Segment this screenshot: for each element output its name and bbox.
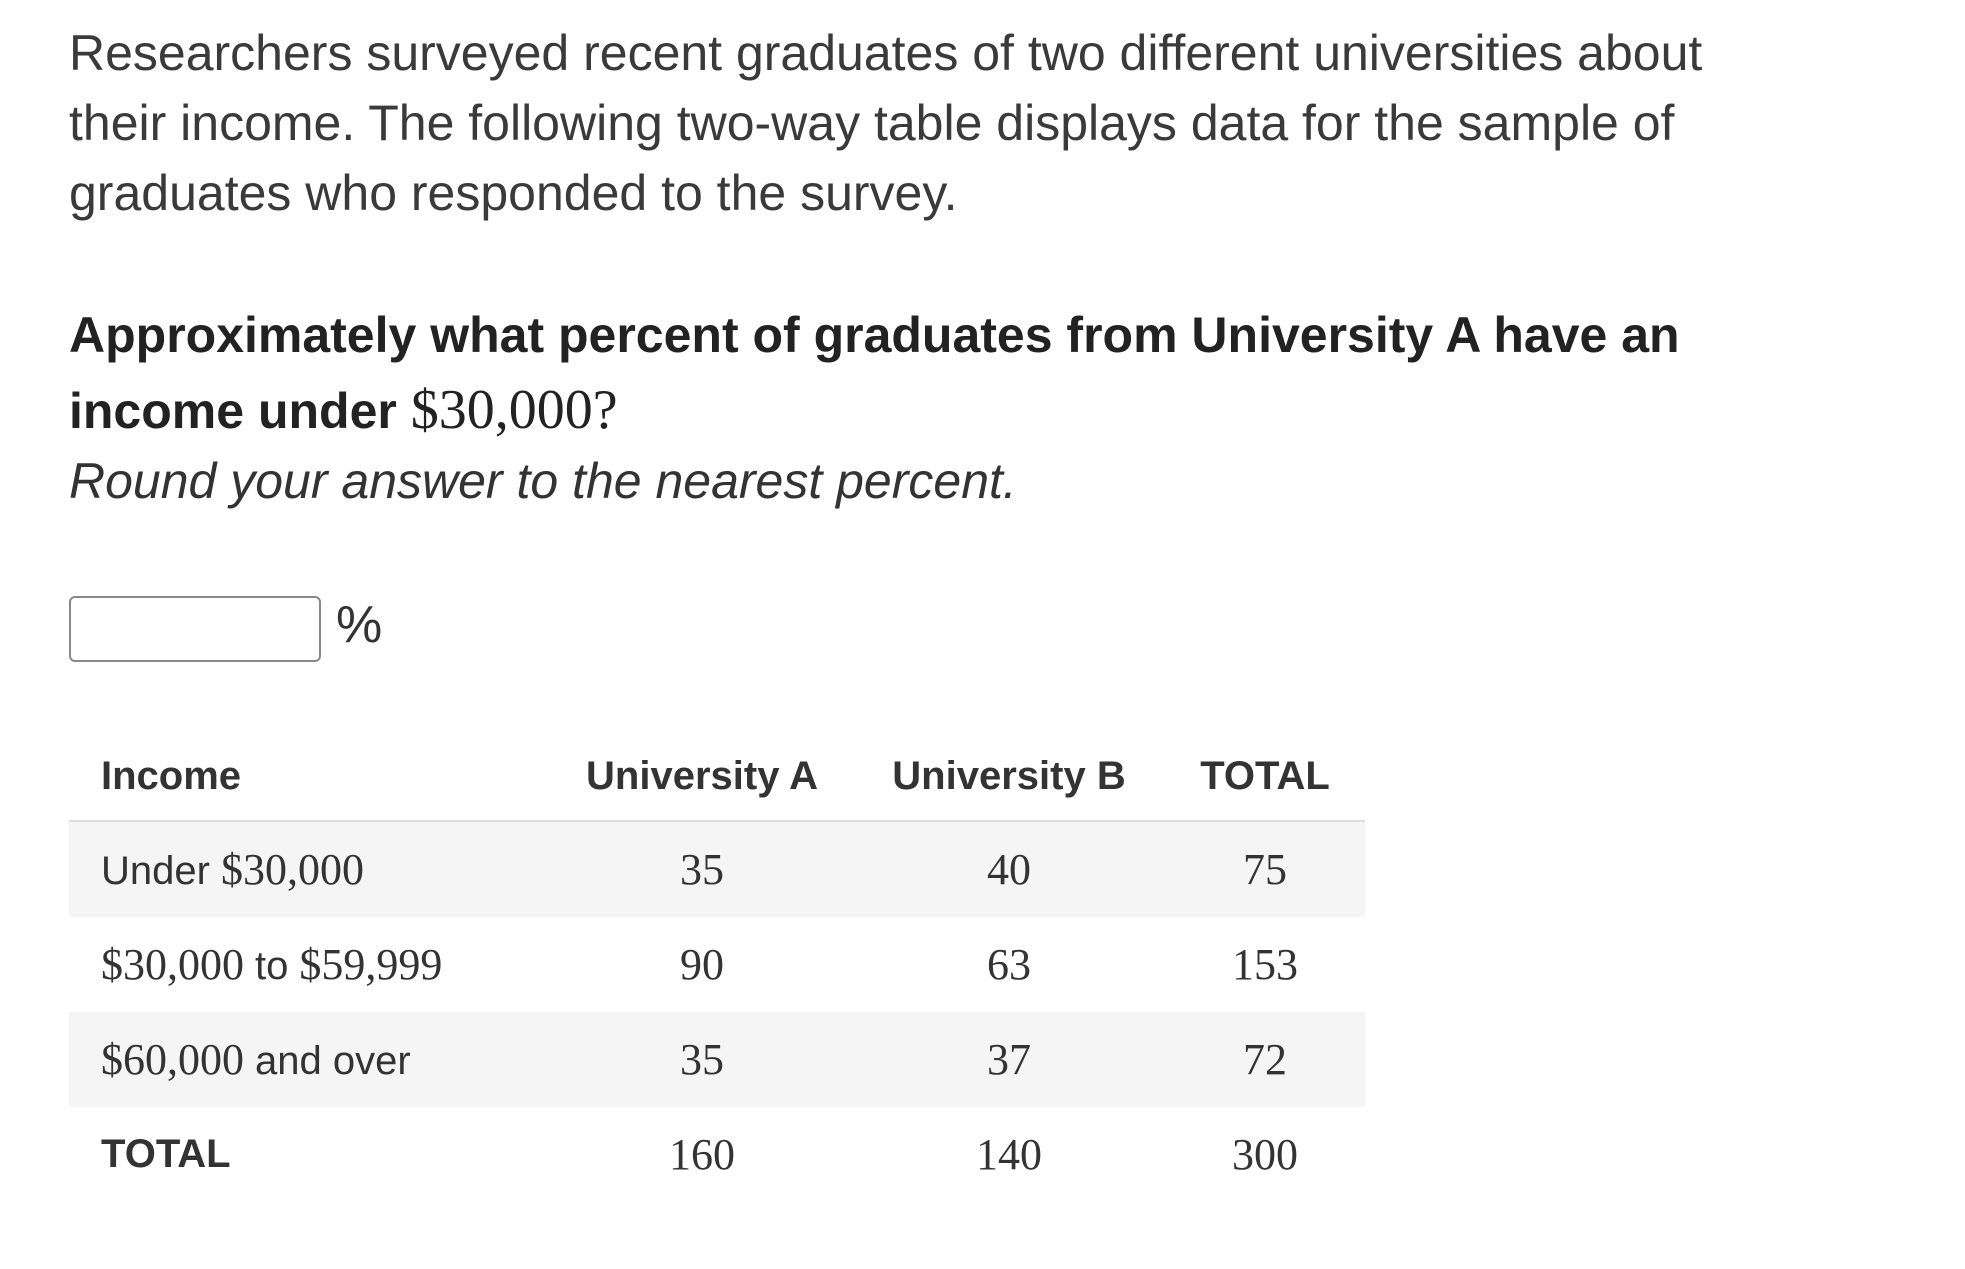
label-math: $59,999 — [299, 940, 443, 989]
question-line: income under $30,000? — [69, 375, 618, 446]
value-cell: 37 — [987, 1035, 1031, 1084]
label-text: Under — [101, 849, 210, 893]
answer-unit: % — [336, 596, 383, 654]
value-cell: 72 — [1243, 1035, 1287, 1084]
row-band — [69, 822, 1365, 917]
header-cell: University A — [586, 754, 818, 798]
label-math: $30,000 — [220, 845, 364, 894]
label-text: and over — [255, 1039, 411, 1083]
header-cell: University B — [892, 754, 1126, 798]
instruction: Round your answer to the nearest percent… — [69, 453, 1017, 509]
value-cell: 160 — [669, 1130, 735, 1179]
question-text: income under — [69, 383, 397, 439]
intro-line: their income. The following two-way tabl… — [69, 95, 1675, 151]
label-text: to — [255, 944, 289, 988]
intro-line: graduates who responded to the survey. — [69, 165, 958, 221]
question-math: $30,000? — [410, 379, 618, 441]
label-text: TOTAL — [101, 1132, 231, 1176]
value-cell: 40 — [987, 845, 1031, 894]
answer-input[interactable] — [69, 596, 321, 662]
value-cell: 75 — [1243, 845, 1287, 894]
value-cell: 90 — [680, 940, 724, 989]
value-cell: 63 — [987, 940, 1031, 989]
header-rule — [69, 820, 1365, 823]
header-cell: TOTAL — [1200, 754, 1330, 798]
intro-line: Researchers surveyed recent graduates of… — [69, 25, 1703, 81]
header-cell: Income — [101, 754, 242, 798]
value-cell: 153 — [1232, 940, 1298, 989]
question-line: Approximately what percent of graduates … — [69, 307, 1680, 363]
row-label: $30,000 to $59,999 — [101, 917, 442, 1014]
label-math: $60,000 — [101, 1035, 244, 1084]
label-math: $30,000 — [101, 940, 244, 989]
row-label: TOTAL — [101, 1107, 231, 1202]
value-cell: 300 — [1232, 1130, 1298, 1179]
value-cell: 35 — [680, 1035, 724, 1084]
row-band — [69, 1012, 1365, 1107]
value-cell: 35 — [680, 845, 724, 894]
value-cell: 140 — [976, 1130, 1042, 1179]
row-label: Under $30,000 — [101, 822, 364, 919]
row-label: $60,000 and over — [101, 1012, 411, 1109]
